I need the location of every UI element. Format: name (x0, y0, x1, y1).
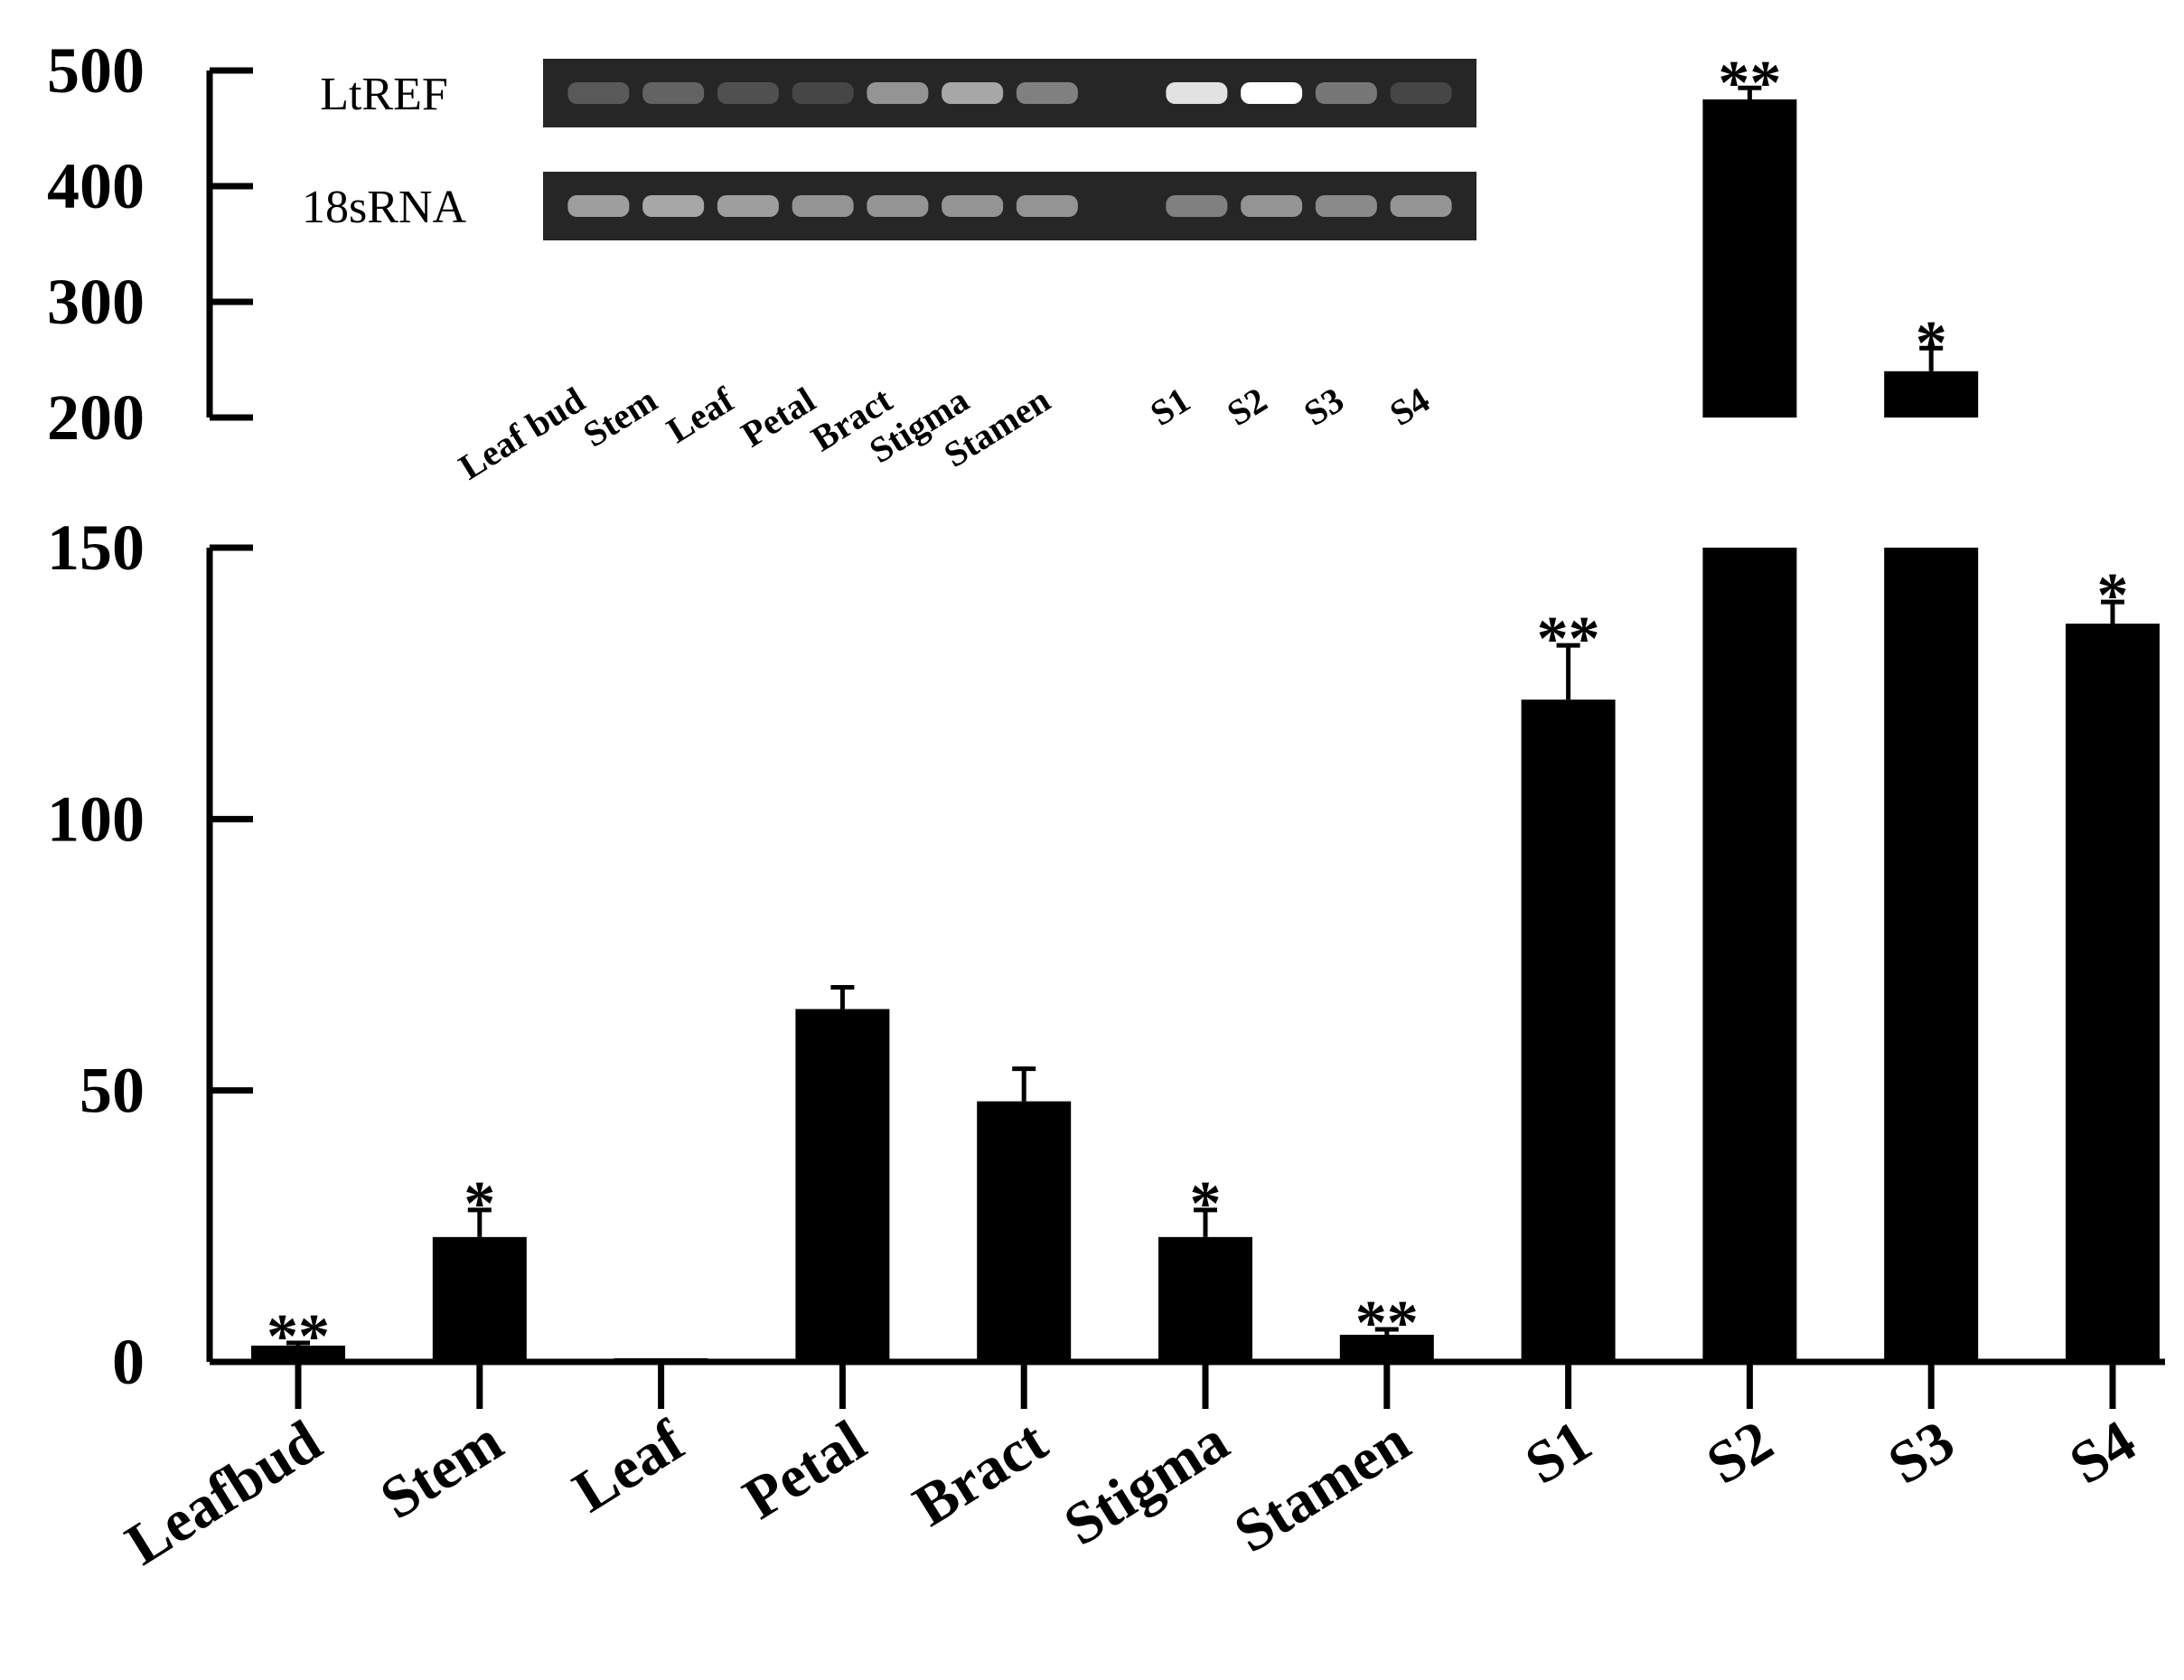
y-tick-label: 500 (47, 34, 145, 107)
x-tick-label: S3 (1877, 1408, 1965, 1497)
bar (1339, 1334, 1434, 1362)
gel-band (1166, 82, 1228, 104)
bar (1702, 99, 1797, 418)
gel-band (717, 82, 779, 104)
bar-lower-segment (1702, 548, 1797, 1362)
bar (977, 1101, 1072, 1362)
gel-lane-label: Stem (576, 379, 663, 455)
significance-marker: ** (267, 1302, 330, 1372)
x-tick-label: S2 (1696, 1408, 1785, 1497)
x-tick-label: S4 (2058, 1408, 2147, 1497)
gel-band (567, 195, 630, 217)
x-tick-label: Stamen (1223, 1408, 1421, 1566)
bar (795, 1009, 890, 1362)
gel-band (942, 195, 1004, 217)
gel-band (1166, 195, 1228, 217)
y-tick-label: 100 (47, 783, 145, 855)
significance-marker: * (1190, 1169, 1222, 1239)
y-tick-label: 150 (47, 512, 145, 584)
bar (432, 1236, 527, 1362)
gel-band (1390, 82, 1452, 104)
gel-band (717, 195, 779, 217)
gel-band (1315, 82, 1377, 104)
bar (1521, 699, 1616, 1362)
gel-band (1241, 195, 1303, 217)
bar (1884, 371, 1979, 418)
gel-band (867, 195, 929, 217)
gel-row-label: LtREF (320, 69, 448, 120)
gel-band (792, 82, 854, 104)
gel-band (642, 82, 705, 104)
bars: *** ********* (251, 49, 2160, 1372)
gel-band (867, 82, 929, 104)
gel-band (1016, 195, 1078, 217)
x-tick-label: Stigma (1053, 1408, 1240, 1559)
gel-band (1016, 82, 1078, 104)
gel-lane-label: S3 (1297, 379, 1351, 434)
bar (2066, 624, 2160, 1362)
x-tick-label: Leaf (562, 1407, 696, 1525)
gel-lane-label: Leaf (660, 379, 741, 451)
gel-band (642, 195, 705, 217)
significance-marker: * (464, 1169, 495, 1239)
gel-lane-label: Petal (734, 379, 821, 455)
significance-marker: * (1916, 309, 1947, 379)
gel-band (1390, 195, 1452, 217)
gel-row-label: 18sRNA (302, 182, 466, 233)
y-tick-label: 0 (112, 1326, 145, 1398)
gel-lane-label: S4 (1383, 379, 1437, 434)
significance-marker: ** (1355, 1289, 1419, 1358)
gel-band (1315, 195, 1377, 217)
bar-lower-segment (1884, 548, 1979, 1362)
gel-band (567, 82, 630, 104)
x-tick-label: Petal (732, 1408, 876, 1533)
gel-lane-label: S1 (1143, 379, 1197, 434)
x-tick-label: S1 (1514, 1408, 1603, 1497)
y-tick-label: 300 (47, 266, 145, 338)
gel-band (942, 82, 1004, 104)
significance-marker: ** (1718, 49, 1781, 118)
gel-lane-label: Leaf bud (452, 379, 592, 487)
x-tick-label: Stem (370, 1408, 514, 1533)
bar (1158, 1236, 1252, 1362)
x-tick-label: Bract (903, 1408, 1058, 1539)
gel-band (792, 195, 854, 217)
gel-lane-label: S2 (1220, 379, 1274, 434)
gel-band (1241, 82, 1303, 104)
y-tick-label: 400 (47, 150, 145, 222)
y-tick-label: 200 (47, 381, 145, 454)
bar (614, 1358, 708, 1362)
y-tick-label: 50 (80, 1055, 145, 1127)
significance-marker: * (2097, 561, 2129, 631)
bar (251, 1345, 345, 1362)
x-tick-label: Leafbud (115, 1408, 333, 1578)
significance-marker: ** (1537, 605, 1600, 674)
